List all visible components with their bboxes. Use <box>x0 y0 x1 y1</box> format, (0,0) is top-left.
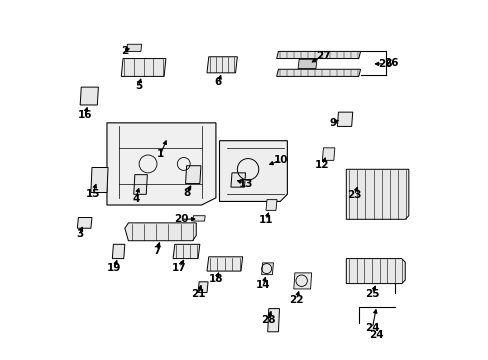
Text: 28: 28 <box>260 315 275 325</box>
Text: 10: 10 <box>273 155 288 165</box>
Polygon shape <box>134 175 147 194</box>
Polygon shape <box>267 309 279 332</box>
Text: 24: 24 <box>365 323 379 333</box>
Text: 1: 1 <box>157 149 164 159</box>
Text: 21: 21 <box>190 289 205 299</box>
Text: 17: 17 <box>172 262 186 273</box>
Text: 15: 15 <box>85 189 100 199</box>
Polygon shape <box>121 59 165 76</box>
Polygon shape <box>265 200 276 210</box>
Text: 5: 5 <box>135 81 142 91</box>
Polygon shape <box>276 51 360 59</box>
Text: 23: 23 <box>346 190 361 200</box>
Polygon shape <box>185 166 201 184</box>
Text: 12: 12 <box>314 160 329 170</box>
Text: 18: 18 <box>208 274 223 284</box>
Polygon shape <box>276 69 360 76</box>
Text: 26: 26 <box>384 58 398 68</box>
Polygon shape <box>192 216 205 221</box>
Text: 24: 24 <box>368 330 383 341</box>
Text: 4: 4 <box>132 194 139 203</box>
Text: 25: 25 <box>365 289 379 298</box>
Text: 22: 22 <box>288 295 303 305</box>
Text: 9: 9 <box>329 118 336 128</box>
Text: 2: 2 <box>122 46 128 56</box>
Polygon shape <box>112 244 124 258</box>
Polygon shape <box>107 123 216 205</box>
Polygon shape <box>346 258 405 284</box>
Text: 11: 11 <box>258 215 273 225</box>
Text: 27: 27 <box>315 51 330 61</box>
Polygon shape <box>173 244 200 258</box>
Text: 20: 20 <box>174 214 188 224</box>
Text: 7: 7 <box>153 246 161 256</box>
Text: 16: 16 <box>78 110 92 120</box>
Text: 26: 26 <box>378 59 392 69</box>
Polygon shape <box>219 141 287 202</box>
Polygon shape <box>77 217 92 228</box>
Polygon shape <box>91 167 108 193</box>
Polygon shape <box>298 59 316 68</box>
Text: 3: 3 <box>76 229 83 239</box>
Polygon shape <box>261 263 273 275</box>
Polygon shape <box>80 87 98 105</box>
Text: 6: 6 <box>214 77 222 87</box>
Text: 19: 19 <box>107 263 122 273</box>
Polygon shape <box>230 173 245 187</box>
Polygon shape <box>346 169 408 219</box>
Polygon shape <box>206 257 242 271</box>
Polygon shape <box>322 148 334 160</box>
Text: 13: 13 <box>238 179 253 189</box>
Polygon shape <box>337 112 352 126</box>
Polygon shape <box>198 282 207 293</box>
Polygon shape <box>124 223 196 241</box>
Text: 14: 14 <box>255 280 270 290</box>
Text: 8: 8 <box>183 188 190 198</box>
Polygon shape <box>293 273 311 289</box>
Polygon shape <box>126 44 142 51</box>
Polygon shape <box>206 57 237 73</box>
